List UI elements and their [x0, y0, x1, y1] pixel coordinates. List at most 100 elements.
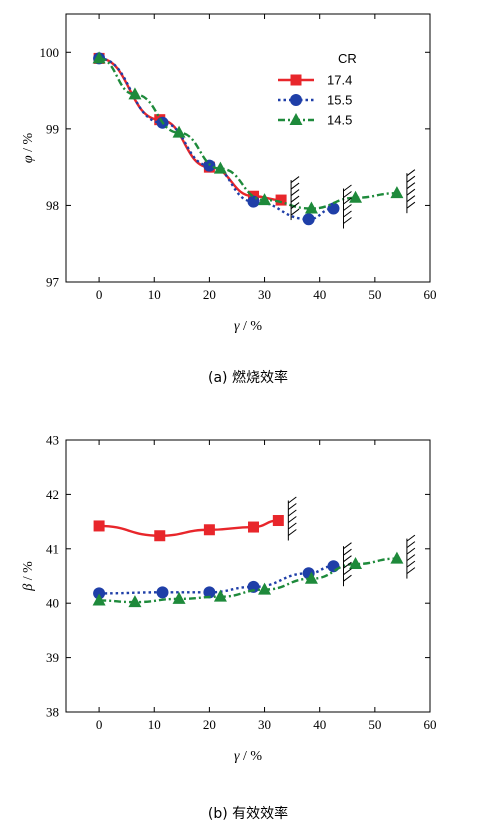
legend-marker-circle	[290, 94, 302, 106]
series-line-cr-14.5	[99, 557, 397, 604]
y-tick-label: 43	[46, 433, 59, 448]
terminal-hatch-stroke	[290, 176, 300, 183]
legend-label-14.5: 14.5	[327, 113, 352, 128]
terminal-hatch-stroke	[406, 554, 416, 561]
x-tick-label: 0	[96, 287, 103, 302]
terminal-hatch-stroke	[406, 188, 416, 196]
data-point-circle	[302, 213, 315, 226]
data-point-triangle	[128, 595, 142, 608]
data-point-triangle	[349, 190, 363, 203]
series-group-b	[92, 515, 404, 608]
axis-ticks-a: 0 10 20 30 40 50 60 97 98 99 100	[40, 14, 437, 302]
terminal-hatch-stroke	[343, 561, 352, 569]
data-point-circle	[156, 586, 169, 599]
x-tick-label: 0	[96, 717, 103, 732]
data-point-triangle	[258, 582, 272, 595]
terminal-hatch-stroke	[288, 516, 297, 523]
y-tick-label: 99	[46, 121, 59, 136]
data-point-triangle	[92, 593, 106, 606]
plot-frame-a	[65, 13, 431, 283]
terminal-hatch-stroke	[290, 182, 300, 190]
terminal-hatch-stroke	[288, 529, 297, 536]
data-point-square	[93, 520, 105, 532]
legend-marker-triangle	[289, 113, 303, 125]
legend-label-15.5: 15.5	[327, 93, 352, 108]
data-point-circle	[247, 195, 260, 208]
axis-ticks-b: 0 10 20 30 40 50 60 38 39 40 41 42 43	[46, 433, 437, 733]
data-point-triangle	[213, 589, 227, 602]
data-point-square	[203, 524, 215, 536]
y-tick-label: 40	[46, 596, 59, 611]
data-point-circle	[327, 560, 340, 573]
x-tick-label: 10	[148, 717, 161, 732]
legend-title: CR	[338, 51, 357, 66]
terminal-hatch-stroke	[343, 184, 352, 192]
terminal-hatch-stroke	[406, 541, 416, 548]
terminal-hatches-a	[290, 169, 416, 229]
y-axis-label-b: β / %	[21, 561, 36, 592]
x-tick-label: 40	[313, 717, 326, 732]
panel-b-effective-efficiency: 0 10 20 30 40 50 60 38 39 40 41 42 43 γ / % β / % (b…	[21, 433, 437, 823]
x-tick-label: 20	[203, 717, 216, 732]
terminal-hatch-stroke	[288, 496, 297, 504]
x-tick-label: 20	[203, 287, 216, 302]
x-tick-label: 30	[258, 717, 271, 732]
terminal-hatch-stroke	[343, 555, 352, 563]
caption-a: (a) 燃烧效率	[208, 369, 288, 386]
terminal-hatch-stroke	[343, 568, 352, 576]
y-tick-label: 38	[46, 705, 59, 720]
data-point-triangle	[390, 551, 404, 564]
legend-marker-square	[290, 74, 302, 86]
terminal-hatch-stroke	[343, 204, 352, 211]
terminal-hatch-stroke	[290, 195, 300, 203]
terminal-hatch-stroke	[343, 548, 352, 556]
legend-label-17.4: 17.4	[327, 73, 352, 88]
caption-b: (b) 有效效率	[208, 805, 288, 822]
data-point-triangle	[258, 193, 272, 206]
data-point-square	[154, 530, 166, 542]
y-tick-label: 41	[46, 541, 59, 556]
terminal-hatch-stroke	[290, 202, 300, 209]
data-point-triangle	[92, 51, 106, 64]
terminal-hatch-stroke	[406, 195, 416, 203]
data-point-square	[248, 521, 260, 533]
terminal-hatch-stroke	[290, 189, 300, 196]
terminal-hatch-stroke	[406, 201, 416, 209]
x-tick-label: 50	[368, 287, 381, 302]
terminal-hatch-stroke	[406, 534, 416, 542]
data-point-triangle	[349, 557, 363, 570]
y-tick-label: 98	[46, 198, 59, 213]
data-point-triangle	[172, 125, 186, 138]
y-tick-label: 39	[46, 650, 59, 665]
data-point-triangle	[304, 571, 318, 584]
terminal-hatch-stroke	[288, 522, 297, 530]
data-point-circle	[93, 587, 106, 600]
terminal-hatch-stroke	[343, 217, 352, 224]
x-tick-label: 10	[148, 287, 161, 302]
x-tick-label: 60	[424, 287, 437, 302]
data-point-triangle	[172, 591, 186, 604]
x-tick-label: 50	[368, 717, 381, 732]
data-point-triangle	[213, 161, 227, 174]
terminal-hatch-stroke	[406, 547, 416, 555]
x-tick-label: 40	[313, 287, 326, 302]
terminal-hatches-b	[287, 496, 416, 587]
series-group-a	[92, 51, 404, 226]
terminal-hatch-stroke	[343, 210, 352, 218]
series-line-cr-15.5	[99, 565, 334, 595]
terminal-hatch-stroke	[343, 542, 352, 550]
data-point-circle	[203, 586, 216, 599]
x-axis-label-b: γ / %	[234, 749, 262, 764]
terminal-hatch-stroke	[406, 567, 416, 574]
panel-a-combustion-efficiency: 0 10 20 30 40 50 60 97 98 99 100 γ / % φ / % CR 17…	[21, 13, 437, 386]
terminal-hatch-stroke	[406, 169, 416, 177]
terminal-hatch-stroke	[406, 182, 416, 190]
series-line-cr-17.4	[98, 57, 282, 202]
y-tick-label: 97	[46, 275, 60, 290]
y-tick-label: 100	[40, 45, 60, 60]
x-tick-label: 30	[258, 287, 271, 302]
terminal-hatch-stroke	[406, 560, 416, 568]
terminal-hatch-stroke	[343, 197, 352, 205]
data-point-square	[272, 515, 284, 527]
